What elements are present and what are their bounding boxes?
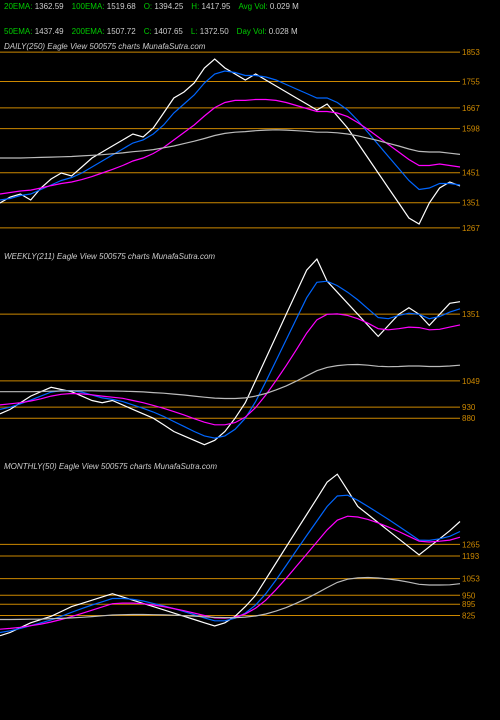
svg-text:1598: 1598 xyxy=(462,125,480,134)
chart-title: DAILY(250) Eagle View 500575 charts Muna… xyxy=(4,42,205,51)
chart-panel-0: DAILY(250) Eagle View 500575 charts Muna… xyxy=(0,38,500,248)
svg-text:880: 880 xyxy=(462,414,476,423)
svg-text:1351: 1351 xyxy=(462,199,480,208)
close: C: 1407.65 xyxy=(144,27,183,36)
svg-text:1265: 1265 xyxy=(462,540,480,549)
svg-text:1667: 1667 xyxy=(462,104,480,113)
stats-header: 20EMA: 1362.59 100EMA: 1519.68 O: 1394.2… xyxy=(0,0,500,38)
ema50: 50EMA: 1437.49 xyxy=(4,27,64,36)
svg-text:1049: 1049 xyxy=(462,377,480,386)
svg-text:930: 930 xyxy=(462,403,476,412)
svg-text:1053: 1053 xyxy=(462,575,480,584)
chart-title: WEEKLY(211) Eagle View 500575 charts Mun… xyxy=(4,252,215,261)
avg-vol: Avg Vol: 0.029 M xyxy=(238,2,298,11)
chart-title: MONTHLY(50) Eagle View 500575 charts Mun… xyxy=(4,462,217,471)
svg-text:1853: 1853 xyxy=(462,48,480,57)
svg-text:1755: 1755 xyxy=(462,78,480,87)
ema20: 20EMA: 1362.59 xyxy=(4,2,64,11)
svg-text:895: 895 xyxy=(462,600,476,609)
day-vol: Day Vol: 0.028 M xyxy=(237,27,298,36)
svg-text:1267: 1267 xyxy=(462,224,480,233)
svg-text:950: 950 xyxy=(462,591,476,600)
ema200: 200EMA: 1507.72 xyxy=(72,27,136,36)
chart-panel-1: WEEKLY(211) Eagle View 500575 charts Mun… xyxy=(0,248,500,458)
chart-panel-2: MONTHLY(50) Eagle View 500575 charts Mun… xyxy=(0,458,500,668)
charts-container: DAILY(250) Eagle View 500575 charts Muna… xyxy=(0,38,500,668)
svg-text:825: 825 xyxy=(462,612,476,621)
svg-text:1193: 1193 xyxy=(462,552,480,561)
svg-text:1451: 1451 xyxy=(462,169,480,178)
high: H: 1417.95 xyxy=(191,2,230,11)
open: O: 1394.25 xyxy=(144,2,184,11)
svg-text:1351: 1351 xyxy=(462,310,480,319)
low: L: 1372.50 xyxy=(191,27,229,36)
ema100: 100EMA: 1519.68 xyxy=(72,2,136,11)
